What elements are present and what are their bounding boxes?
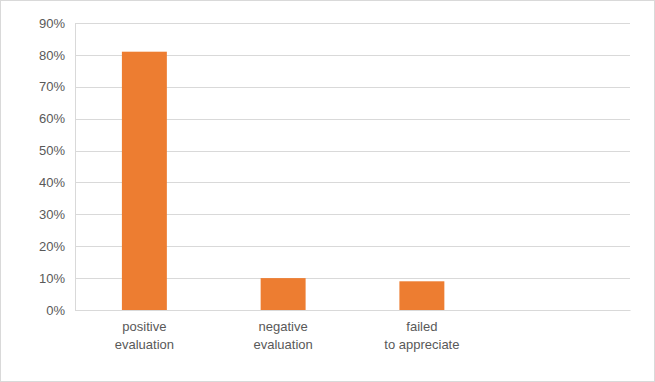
y-tick-label: 60%: [39, 111, 65, 126]
y-tick: 60%: [39, 111, 75, 126]
x-tick-label: positive evaluation: [115, 319, 174, 352]
y-tick-label: 10%: [39, 271, 65, 286]
y-tick-label: 20%: [39, 239, 65, 254]
y-tick-label: 80%: [39, 48, 65, 63]
x-tick: negative evaluation: [253, 310, 312, 352]
y-tick: 10%: [39, 271, 75, 286]
x-axis-line: [76, 310, 631, 311]
y-tick-label: 90%: [39, 16, 65, 31]
y-axis: 0% 10% 20% 30% 40% 50% 60% 70% 80% 90%: [39, 16, 76, 318]
x-tick: failed to appreciate: [384, 310, 459, 352]
bar: [399, 281, 444, 310]
y-tick: 0%: [46, 303, 75, 318]
chart-border: [1, 1, 655, 382]
y-axis-line: [75, 24, 76, 311]
bars: [122, 52, 444, 310]
grid-line: [75, 23, 630, 24]
x-tick-label-line: failed: [406, 319, 437, 334]
y-tick-label: 30%: [39, 207, 65, 222]
x-tick-label: failed to appreciate: [384, 319, 459, 352]
x-tick-label-line: evaluation: [115, 337, 174, 352]
y-tick: 90%: [39, 16, 75, 31]
bar: [122, 52, 167, 310]
x-tick-label-line: to appreciate: [384, 337, 459, 352]
y-tick-label: 70%: [39, 79, 65, 94]
y-tick: 50%: [39, 143, 75, 158]
x-tick-label-line: positive: [122, 319, 166, 334]
x-tick-label-line: negative: [259, 319, 308, 334]
y-tick: 70%: [39, 79, 75, 94]
y-tick-label: 50%: [39, 143, 65, 158]
bar: [261, 278, 306, 310]
y-tick-label: 40%: [39, 175, 65, 190]
grid-line: [75, 310, 630, 311]
x-tick: positive evaluation: [115, 310, 174, 352]
y-tick-label: 0%: [46, 303, 65, 318]
chart: 0% 10% 20% 30% 40% 50% 60% 70% 80% 90% positive eva…: [0, 0, 655, 382]
y-tick: 20%: [39, 239, 75, 254]
y-tick: 30%: [39, 207, 75, 222]
grid: [75, 24, 630, 311]
y-tick: 40%: [39, 175, 75, 190]
x-tick-label-line: evaluation: [253, 337, 312, 352]
x-axis: positive evaluation negative evaluation fail…: [76, 310, 631, 352]
y-tick: 80%: [39, 48, 75, 63]
x-tick-label: negative evaluation: [253, 319, 312, 352]
plot: 0% 10% 20% 30% 40% 50% 60% 70% 80% 90% positive eva…: [39, 16, 631, 352]
